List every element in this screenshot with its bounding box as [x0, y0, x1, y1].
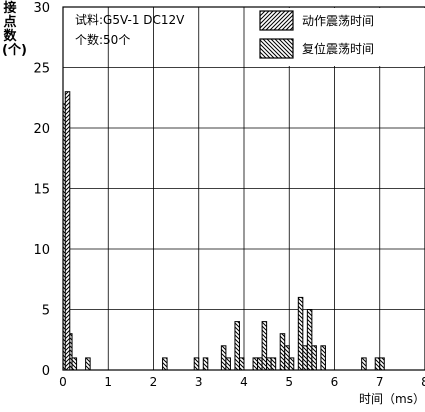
- bar-reset: [162, 357, 168, 371]
- y-tick-label: 20: [33, 122, 50, 137]
- x-tick-label: 2: [150, 375, 158, 389]
- bar-reset: [234, 321, 240, 371]
- bar-reset: [220, 345, 227, 371]
- y-tick-label: 0: [42, 364, 50, 379]
- bar-reset: [266, 357, 272, 371]
- bar-reset: [261, 321, 268, 371]
- bar-reset: [379, 357, 385, 371]
- bar-reset: [85, 357, 91, 371]
- annotation-line-1: 试料:G5V-1 DC12V: [75, 12, 185, 27]
- x-tick-label: 8: [421, 375, 425, 389]
- bar-reset: [257, 357, 263, 371]
- x-tick-label: 0: [59, 375, 67, 389]
- bar-reset: [71, 357, 78, 371]
- x-tick-label: 6: [331, 375, 339, 389]
- bar-reset: [320, 345, 326, 371]
- bar-reset: [202, 357, 209, 371]
- y-tick-label: 10: [33, 243, 50, 258]
- x-axis-label: 时间（ms）: [359, 392, 425, 406]
- plot-frame: [62, 6, 425, 371]
- y-tick-label: 25: [33, 62, 50, 77]
- y-tick-label: 15: [33, 183, 50, 198]
- bar-reset: [284, 345, 290, 371]
- bars: [62, 91, 385, 371]
- x-tick-label: 5: [285, 375, 293, 389]
- legend-label-action: 动作震荡时间: [302, 14, 374, 28]
- bar-reset: [279, 333, 286, 371]
- tick-labels: 0 1 2 3 4 5 6 7 8 0 5 10 15 20 25 30: [33, 1, 425, 389]
- bar-action: [64, 91, 71, 371]
- x-tick-label: 1: [104, 375, 112, 389]
- bar-reset: [361, 357, 367, 371]
- bar-reset: [288, 357, 295, 371]
- legend-swatch-back: [259, 38, 294, 59]
- x-tick-label: 4: [240, 375, 248, 389]
- x-tick-label: 7: [376, 375, 384, 389]
- bar-reset: [374, 357, 381, 371]
- annotation-box: 试料:G5V-1 DC12V 个数:50个: [75, 12, 185, 47]
- y-tick-label: 30: [33, 1, 50, 16]
- bar-reset: [311, 345, 317, 371]
- bar-reset: [238, 357, 245, 371]
- bar-reset: [252, 357, 259, 371]
- annotation-line-2: 个数:50个: [75, 32, 130, 47]
- x-tick-label: 3: [195, 375, 203, 389]
- bar-reset: [297, 296, 304, 371]
- y-tick-label: 5: [42, 304, 50, 319]
- legend-label-reset: 复位震荡时间: [302, 41, 374, 56]
- legend: 动作震荡时间 复位震荡时间: [255, 8, 425, 66]
- bar-reset: [270, 357, 277, 371]
- bar-reset: [193, 357, 200, 371]
- bar-reset: [302, 345, 308, 371]
- bar-reset: [306, 309, 313, 371]
- grid: [63, 7, 425, 370]
- bar-reset: [225, 357, 231, 371]
- legend-swatch-forward: [259, 10, 294, 31]
